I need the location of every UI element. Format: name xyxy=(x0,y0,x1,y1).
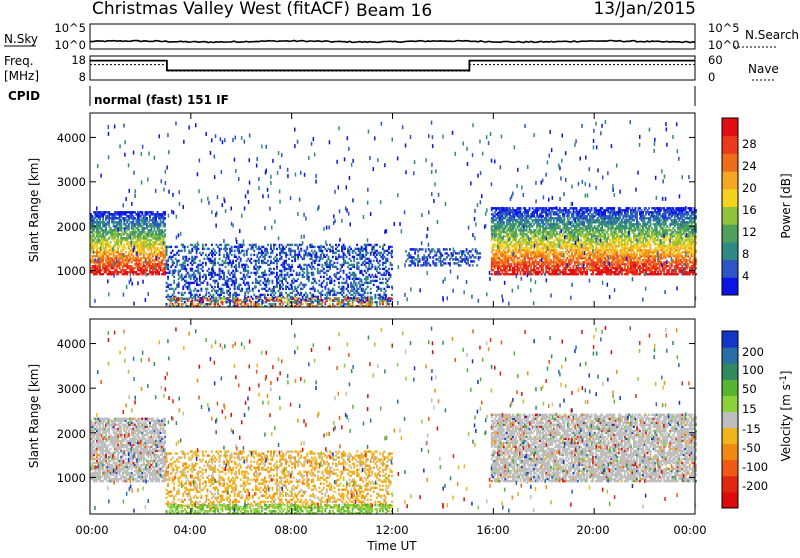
freq-ytick-bottom: 8 xyxy=(79,70,86,84)
power-cbar-tick-24: 24 xyxy=(742,159,757,173)
power-ytick-2000: 2000 xyxy=(57,220,86,234)
noise-panel xyxy=(90,24,776,49)
xtick-6: 00:00 xyxy=(673,523,706,537)
xtick-0: 00:00 xyxy=(75,523,108,537)
date-label: 13/Jan/2015 xyxy=(593,0,696,19)
station-title: Christmas Valley West (fitACF) xyxy=(92,0,350,19)
nave-ytick-bottom: 0 xyxy=(708,70,715,84)
power-cbar-tick-12: 12 xyxy=(742,225,757,239)
vel-cbar-tick-m100: -100 xyxy=(742,460,768,474)
nsky-label: N.Sky xyxy=(4,32,38,46)
noise-ytick-bottom: 10^0 xyxy=(54,38,86,52)
cpid-text: normal (fast) 151 IF xyxy=(94,93,229,107)
velocity-ylabel: Slant Range [km] xyxy=(27,364,41,468)
noise-ytick-top: 10^5 xyxy=(54,21,86,35)
freq-label-line2: [MHz] xyxy=(4,69,39,83)
xtick-5: 20:00 xyxy=(576,523,609,537)
velocity-panel xyxy=(90,319,697,514)
freq-ytick-top: 18 xyxy=(71,53,86,67)
xtick-4: 16:00 xyxy=(476,523,509,537)
power-ytick-1000: 1000 xyxy=(57,264,86,278)
velocity-colorbar xyxy=(722,331,738,509)
freq-label-line1: Freq. xyxy=(4,54,34,68)
vel-cbar-tick-100: 100 xyxy=(742,363,764,377)
xaxis-label: Time UT xyxy=(366,539,417,553)
nave-label: Nave xyxy=(748,62,779,76)
frequency-series-line xyxy=(90,61,695,71)
vel-cbar-tick-200: 200 xyxy=(742,345,764,359)
noise-y2tick-top: 10^5 xyxy=(708,21,740,35)
power-ylabel: Slant Range [km] xyxy=(27,158,41,262)
vel-cbar-tick-m15: -15 xyxy=(742,422,761,436)
power-cbar-label: Power [dB] xyxy=(779,173,793,238)
xtick-3: 12:00 xyxy=(375,523,408,537)
power-colorbar xyxy=(722,118,738,296)
power-cbar-tick-4: 4 xyxy=(742,269,749,283)
vel-cbar-tick-50: 50 xyxy=(742,382,757,396)
velocity-ytick-4000: 4000 xyxy=(57,337,86,351)
power-heatmap-cells xyxy=(90,120,697,307)
velocity-cbar-label: Velocity [m s-1] xyxy=(779,371,793,462)
frequency-panel xyxy=(90,56,776,80)
velocity-ytick-1000: 1000 xyxy=(57,471,86,485)
time-axis-tick-labels: 00:00 04:00 08:00 12:00 16:00 20:00 00:0… xyxy=(75,523,706,537)
power-cbar-tick-8: 8 xyxy=(742,247,749,261)
xtick-2: 08:00 xyxy=(274,523,307,537)
velocity-ytick-3000: 3000 xyxy=(57,382,86,396)
velocity-ytick-2000: 2000 xyxy=(57,427,86,441)
beam-label: Beam 16 xyxy=(356,1,432,21)
power-cbar-tick-16: 16 xyxy=(742,203,757,217)
vel-cbar-tick-m200: -200 xyxy=(742,479,768,493)
vel-cbar-tick-15: 15 xyxy=(742,402,757,416)
noise-series-line xyxy=(90,41,695,43)
power-ytick-3000: 3000 xyxy=(57,175,86,189)
nsearch-label: N.Search xyxy=(745,28,799,42)
noise-y2tick-bottom: 10^0 xyxy=(708,38,740,52)
vel-cbar-tick-m50: -50 xyxy=(742,441,761,455)
power-panel xyxy=(90,113,697,307)
power-cbar-tick-20: 20 xyxy=(742,181,757,195)
power-cbar-tick-28: 28 xyxy=(742,137,757,151)
xtick-1: 04:00 xyxy=(173,523,206,537)
velocity-heatmap-cells xyxy=(90,326,697,514)
cpid-label: CPID xyxy=(8,89,40,103)
nave-ytick-top: 60 xyxy=(708,53,723,67)
power-ytick-4000: 4000 xyxy=(57,131,86,145)
